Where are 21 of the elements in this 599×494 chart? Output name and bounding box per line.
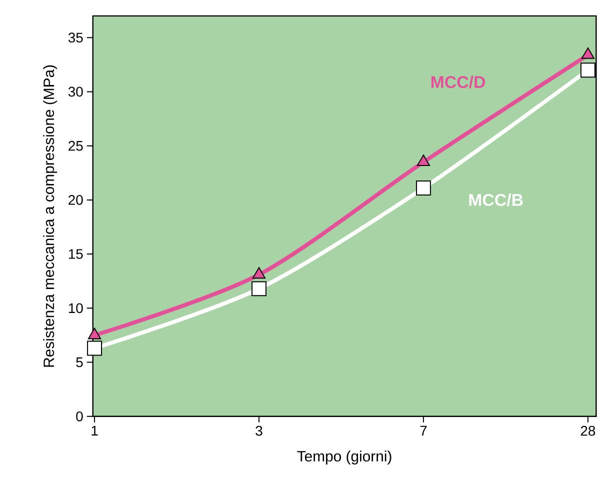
y-tick-label: 15 bbox=[68, 249, 83, 259]
point bbox=[416, 154, 430, 166]
x-tick-label: 1 bbox=[92, 426, 98, 436]
x-axis-title: Tempo (giorni) bbox=[297, 450, 392, 464]
y-tick-label: 35 bbox=[68, 32, 83, 42]
x-tick-label: 3 bbox=[256, 426, 262, 436]
y-tick-label: 5 bbox=[76, 357, 83, 368]
y-tick-label: 20 bbox=[68, 194, 83, 205]
y-tick-label: 25 bbox=[68, 140, 83, 151]
y-axis-title: Resistenza meccanica a compressione (MPa) bbox=[43, 65, 58, 367]
y-tick-label: 30 bbox=[68, 86, 83, 97]
point bbox=[416, 180, 431, 196]
series-label: MCC/B bbox=[469, 193, 523, 206]
series-label: MCC/D bbox=[431, 76, 486, 88]
point bbox=[580, 62, 596, 78]
point bbox=[252, 281, 266, 296]
x-tick-label: 7 bbox=[420, 426, 427, 436]
y-tick-label: 0 bbox=[76, 411, 83, 422]
point bbox=[87, 340, 102, 356]
y-tick-label: 10 bbox=[68, 303, 83, 313]
x-tick-label: 28 bbox=[580, 426, 596, 436]
